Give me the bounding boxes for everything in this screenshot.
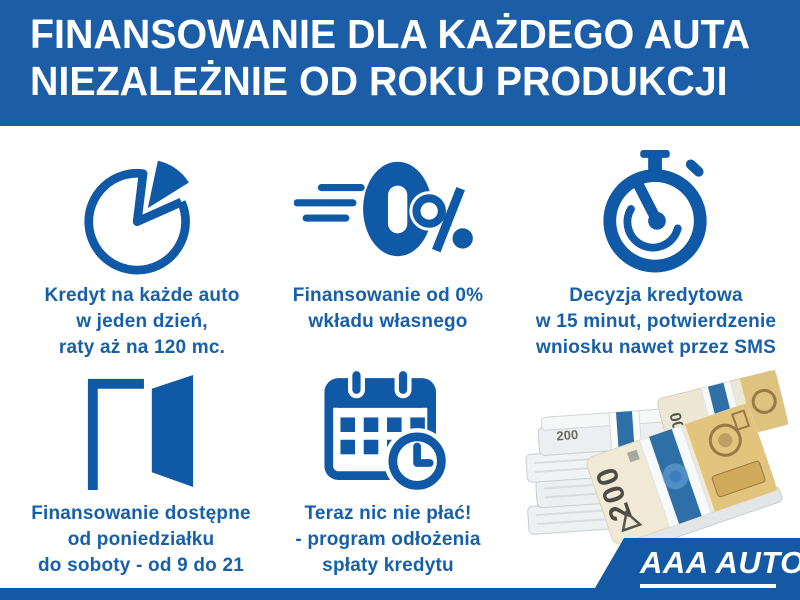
header-title: FINANSOWANIE DLA KAŻDEGO AUTA NIEZALEŻNI… [30,11,750,105]
feature-zero-percent: Finansowanie od 0% wkładu własnego [272,140,504,335]
feature-opening-hours: Finansowanie dostępne od poniedziałku do… [22,362,260,579]
logo-banner: AAA AUTO [588,538,800,600]
calendar-clock-icon [324,366,451,494]
logo-underline [640,584,776,588]
feature-pay-later: Teraz nic nie płać! - program odłożenia … [272,362,504,579]
header-banner: FINANSOWANIE DLA KAŻDEGO AUTA NIEZALEŻNI… [0,0,800,126]
feature-caption: Finansowanie od 0% wkładu własnego [292,285,484,332]
money-photo: 200 200 200 [512,354,797,555]
svg-text:200: 200 [556,427,579,443]
header-title-line1: FINANSOWANIE DLA KAŻDEGO AUTA [30,11,751,57]
feature-fast-decision: Decyzja kredytowa w 15 minut, potwierdze… [522,140,790,361]
stopwatch-icon [603,149,707,272]
feature-caption: Decyzja kredytowa w 15 minut, potwierdze… [535,285,777,358]
aaa-auto-logo: AAA AUTO [640,545,800,580]
pie-chart-icon [84,160,190,274]
feature-caption: Finansowanie dostępne od poniedziałku do… [31,503,251,576]
feature-caption: Kredyt na każde auto w jeden dzień, raty… [44,285,240,358]
feature-caption: Teraz nic nie płać! - program odłożenia … [295,503,481,576]
zero-percent-icon [294,161,473,256]
header-title-line2: NIEZALEŻNIE OD ROKU PRODUKCJI [30,58,728,104]
feature-credit-every-car: Kredyt na każde auto w jeden dzień, raty… [28,140,256,361]
open-door-icon [87,374,194,490]
